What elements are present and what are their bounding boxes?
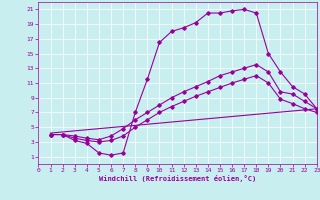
- X-axis label: Windchill (Refroidissement éolien,°C): Windchill (Refroidissement éolien,°C): [99, 175, 256, 182]
